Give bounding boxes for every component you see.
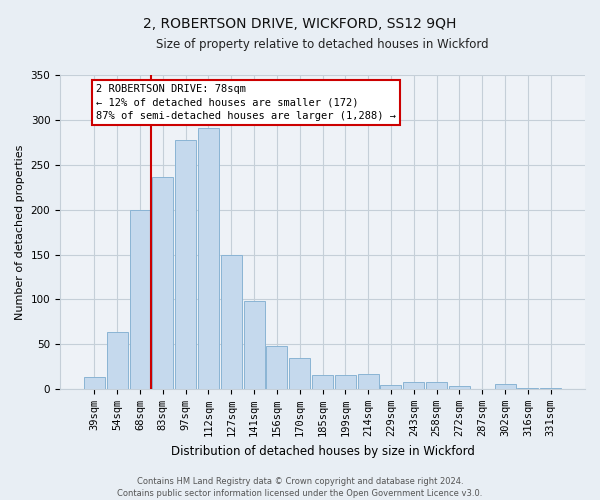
Text: 2 ROBERTSON DRIVE: 78sqm
← 12% of detached houses are smaller (172)
87% of semi-: 2 ROBERTSON DRIVE: 78sqm ← 12% of detach… bbox=[96, 84, 396, 120]
Text: 2, ROBERTSON DRIVE, WICKFORD, SS12 9QH: 2, ROBERTSON DRIVE, WICKFORD, SS12 9QH bbox=[143, 18, 457, 32]
Bar bbox=[152, 176, 173, 389]
Bar bbox=[358, 374, 379, 389]
Bar bbox=[449, 386, 470, 389]
Bar bbox=[221, 254, 242, 389]
Bar bbox=[175, 140, 196, 389]
Bar bbox=[380, 386, 401, 389]
Bar bbox=[312, 374, 333, 389]
Bar bbox=[244, 301, 265, 389]
Y-axis label: Number of detached properties: Number of detached properties bbox=[15, 144, 25, 320]
Text: Contains HM Land Registry data © Crown copyright and database right 2024.
Contai: Contains HM Land Registry data © Crown c… bbox=[118, 476, 482, 498]
Bar bbox=[289, 358, 310, 389]
Bar bbox=[266, 346, 287, 389]
Title: Size of property relative to detached houses in Wickford: Size of property relative to detached ho… bbox=[156, 38, 489, 51]
Bar bbox=[403, 382, 424, 389]
Bar bbox=[540, 388, 561, 389]
X-axis label: Distribution of detached houses by size in Wickford: Distribution of detached houses by size … bbox=[170, 444, 475, 458]
Bar bbox=[517, 388, 538, 389]
Bar bbox=[494, 384, 515, 389]
Bar bbox=[198, 128, 219, 389]
Bar bbox=[335, 374, 356, 389]
Bar bbox=[107, 332, 128, 389]
Bar bbox=[84, 378, 105, 389]
Bar bbox=[426, 382, 447, 389]
Bar bbox=[130, 210, 151, 389]
